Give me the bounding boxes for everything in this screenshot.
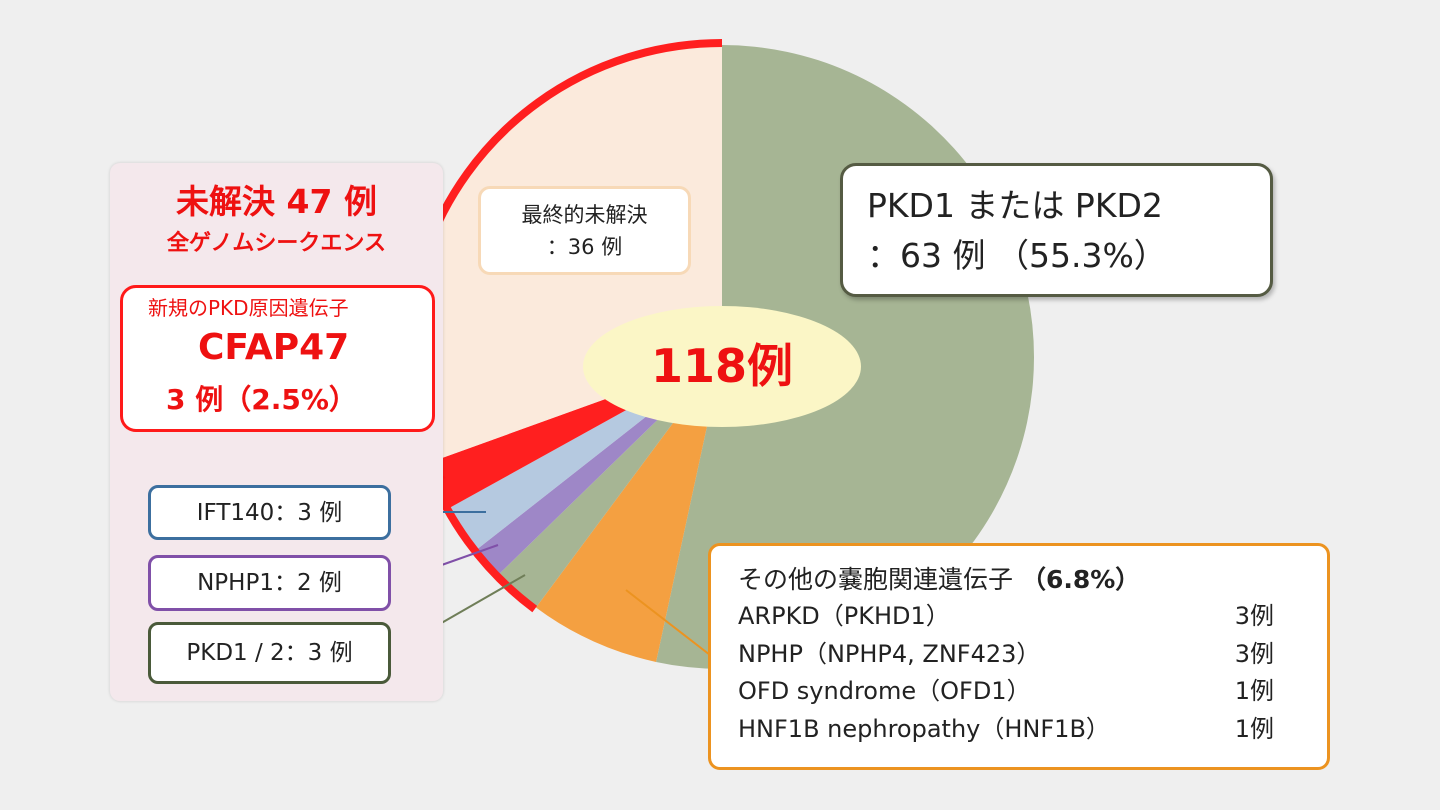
cfap47-gene: CFAP47 [198, 327, 350, 368]
pkd1-pkd2-label: PKD1 または PKD2 ：63 例 （55.3%） [840, 163, 1273, 297]
pie-slice [535, 357, 722, 662]
cfap47-callout [120, 285, 435, 432]
other-gene-count: 1例 [1234, 677, 1274, 705]
center-ellipse [583, 306, 861, 427]
other-gene-name: NPHP（NPHP4, ZNF423） [738, 639, 1041, 668]
other-gene-count: 1例 [1234, 714, 1274, 743]
cfap47-note: 新規のPKD原因遺伝子 [148, 296, 349, 320]
final-unsolved-line2: ：36 例 [546, 235, 623, 259]
ift140-label: IFT140：3 例 [148, 485, 391, 540]
cfap47-count: 3 例（2.5%） [166, 383, 357, 416]
unsolved-title: 未解決 47 例 [176, 182, 377, 221]
pkd12-label: PKD1 / 2：3 例 [148, 622, 391, 684]
total-count: 118例 [650, 339, 794, 393]
other-gene-count: 3例 [1234, 639, 1274, 668]
pkd-line2: ：63 例 （55.3%） [867, 236, 1167, 275]
other-gene-name: ARPKD（PKHD1） [738, 602, 950, 630]
nphp1-label: NPHP1：2 例 [148, 555, 391, 611]
other-gene-name: OFD syndrome（OFD1） [738, 677, 1031, 705]
unsolved-subtitle: 全ゲノムシークエンス [167, 231, 386, 256]
other-genes-callout [708, 543, 1330, 770]
other-gene-name: HNF1B nephropathy（HNF1B） [738, 714, 1110, 743]
other-genes-title: その他の嚢胞関連遺伝子 （6.8%） [738, 562, 1140, 598]
leader-other [625, 589, 711, 656]
pkd-line1: PKD1 または PKD2 [867, 186, 1163, 225]
final-unsolved-line1: 最終的未解決 [521, 203, 648, 227]
other-genes-pct: （6.8%） [1020, 565, 1141, 594]
other-gene-count: 3例 [1234, 602, 1274, 630]
unsolved-panel [110, 163, 443, 701]
final-unsolved-label: 最終的未解決 ：36 例 [478, 186, 691, 275]
other-genes-title-text: その他の嚢胞関連遺伝子 [738, 565, 1021, 594]
